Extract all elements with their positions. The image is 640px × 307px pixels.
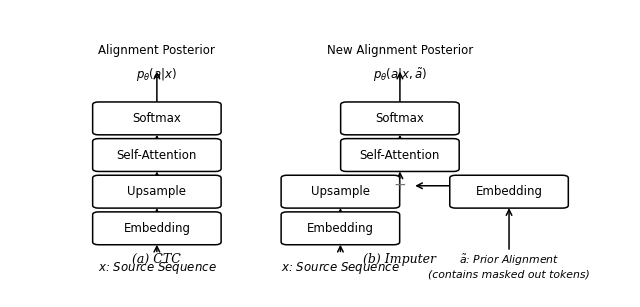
Text: $p_{\theta}(a|x)$: $p_{\theta}(a|x)$ — [136, 66, 177, 84]
Text: New Alignment Posterior: New Alignment Posterior — [327, 44, 473, 57]
Text: $\tilde{a}$: Prior Alignment
(contains masked out tokens): $\tilde{a}$: Prior Alignment (contains m… — [428, 253, 590, 280]
Text: Softmax: Softmax — [376, 112, 424, 125]
FancyBboxPatch shape — [93, 138, 221, 172]
FancyBboxPatch shape — [340, 102, 459, 135]
Text: +: + — [394, 178, 406, 193]
Text: Upsample: Upsample — [127, 185, 186, 198]
Text: Softmax: Softmax — [132, 112, 181, 125]
FancyBboxPatch shape — [281, 212, 399, 245]
Text: Embedding: Embedding — [476, 185, 543, 198]
Text: (b) Imputer: (b) Imputer — [364, 253, 436, 266]
Text: Embedding: Embedding — [124, 222, 190, 235]
FancyBboxPatch shape — [93, 212, 221, 245]
FancyBboxPatch shape — [281, 175, 399, 208]
Text: Alignment Posterior: Alignment Posterior — [99, 44, 215, 57]
Text: Upsample: Upsample — [311, 185, 370, 198]
FancyBboxPatch shape — [93, 175, 221, 208]
Text: Embedding: Embedding — [307, 222, 374, 235]
Text: Self-Attention: Self-Attention — [360, 149, 440, 161]
FancyBboxPatch shape — [450, 175, 568, 208]
Text: $x$: Source Sequence: $x$: Source Sequence — [97, 260, 216, 276]
Text: Self-Attention: Self-Attention — [116, 149, 197, 161]
Text: (a) CTC: (a) CTC — [132, 253, 181, 266]
FancyBboxPatch shape — [340, 138, 459, 172]
Text: $x$: Source Sequence: $x$: Source Sequence — [281, 260, 400, 276]
Text: $p_{\theta}(a|x, \tilde{a})$: $p_{\theta}(a|x, \tilde{a})$ — [372, 66, 427, 84]
FancyBboxPatch shape — [93, 102, 221, 135]
